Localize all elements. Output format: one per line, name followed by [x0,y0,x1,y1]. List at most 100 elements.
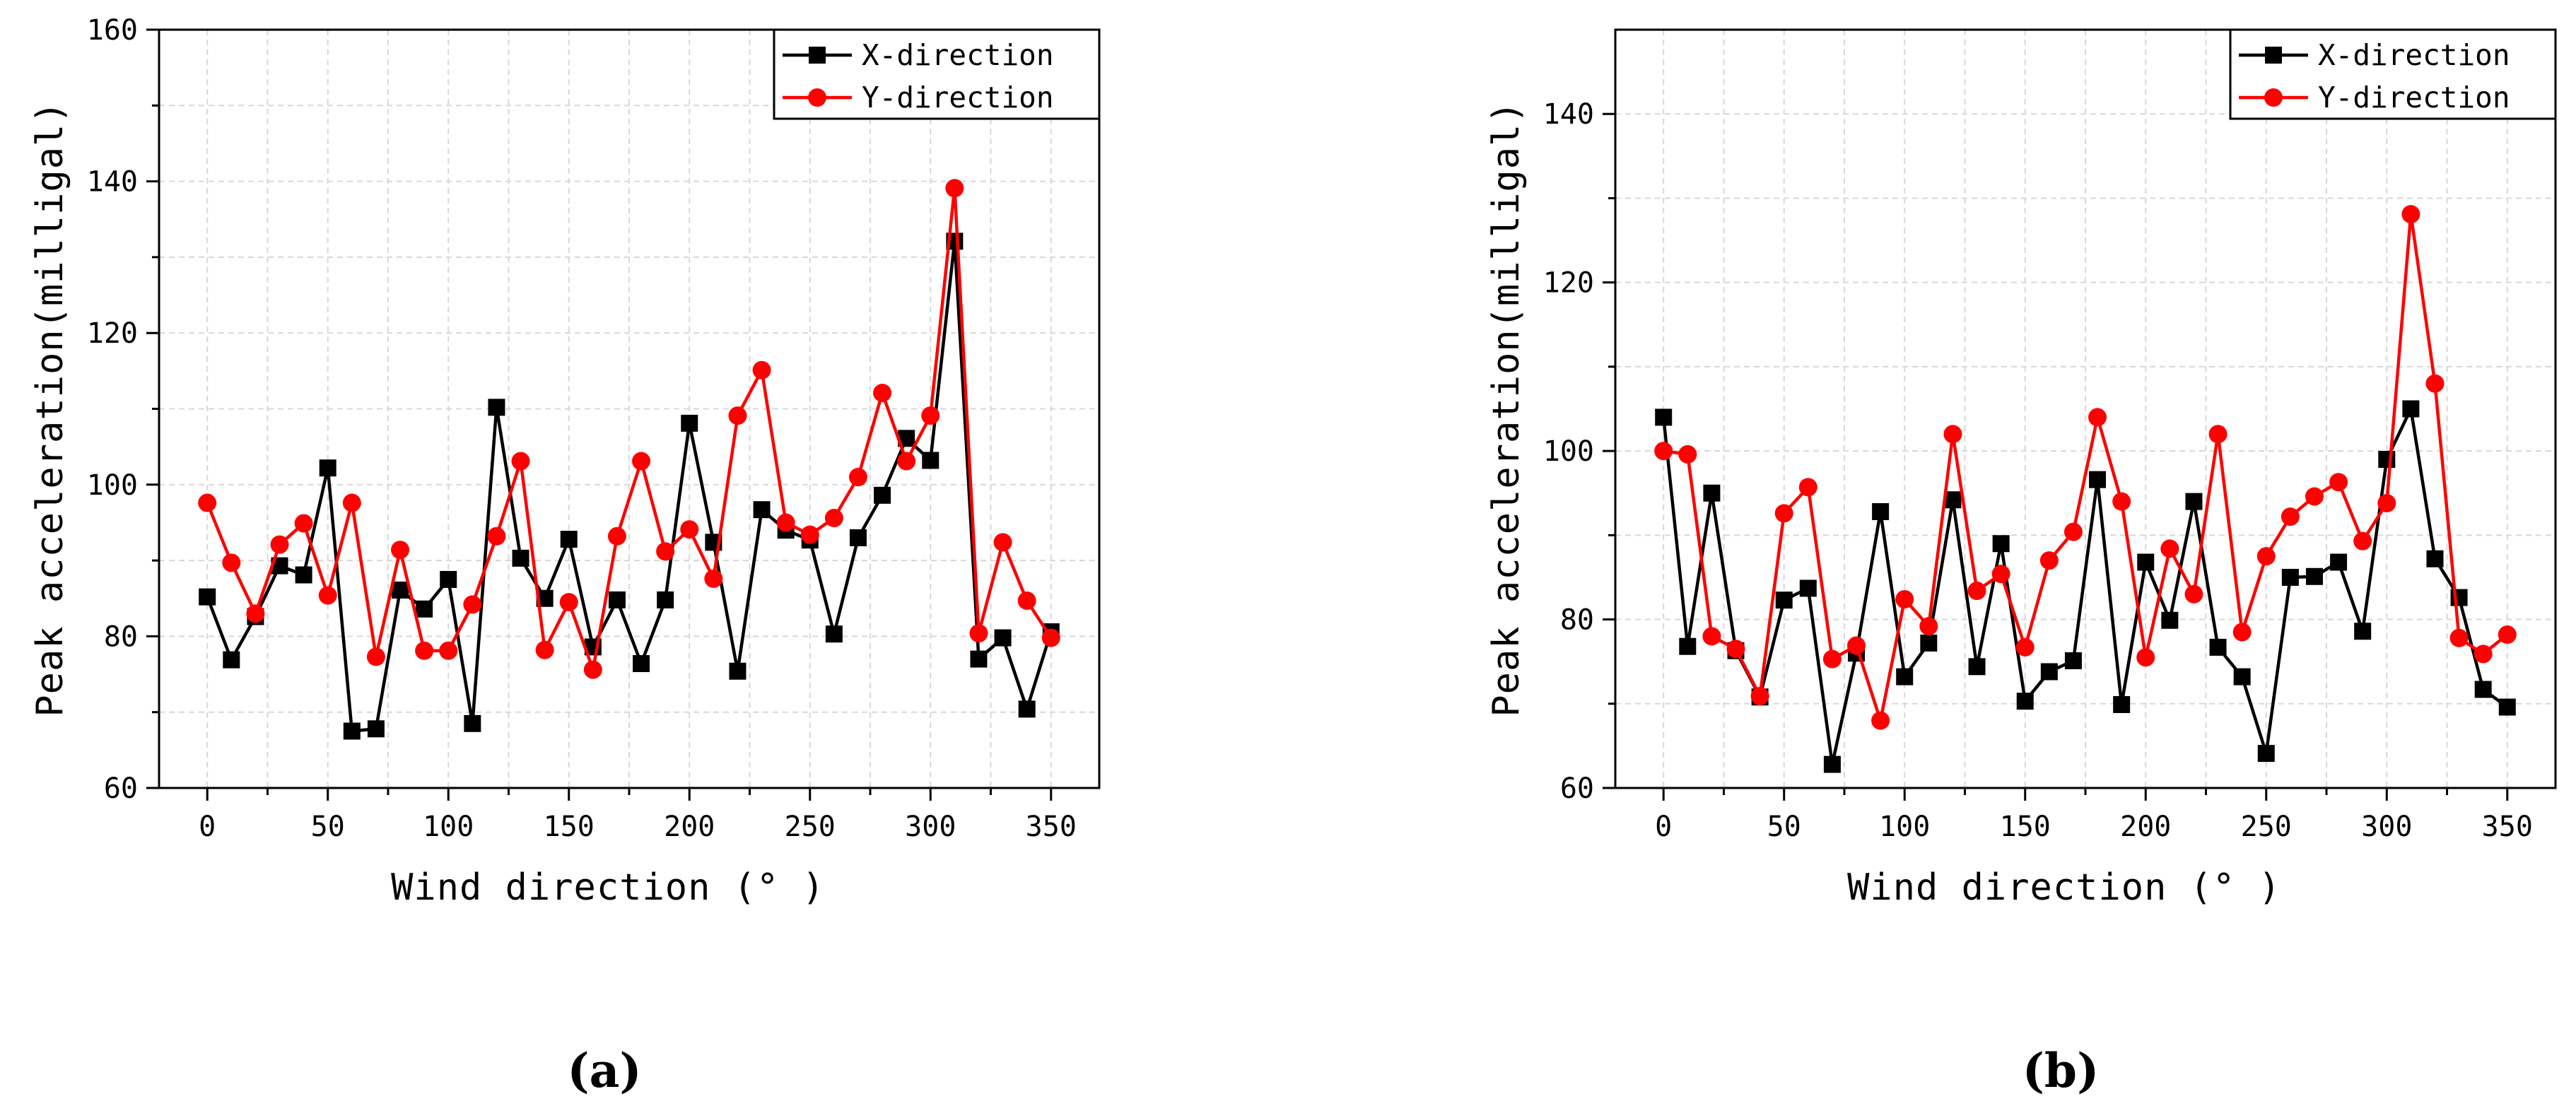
data-point [1872,502,1890,520]
data-point [2281,568,2299,586]
data-point [753,501,771,519]
data-point [607,526,626,546]
panel-label-letter: a [590,1043,620,1098]
data-point [2208,425,2227,444]
y-tick-label: 80 [104,620,138,653]
data-point [415,641,434,660]
data-point [969,624,988,643]
y-tick-label: 80 [1560,604,1594,637]
series-y-direction [1654,205,2517,730]
legend: X-direction Y-direction [2229,28,2557,120]
data-point [1679,637,1697,655]
x-axis-title: Wind direction (° ) [1847,866,2281,909]
data-point [2281,507,2300,526]
data-point [223,651,240,669]
data-point [2377,494,2396,513]
data-point [560,531,578,548]
data-point [1654,442,1673,461]
data-point [2305,487,2324,506]
y-axis-title: Peak acceleration(milligal) [1485,100,1528,717]
data-point [198,493,217,512]
data-point [2161,611,2179,629]
data-point [2232,623,2252,642]
data-point [825,625,843,643]
data-point [2449,628,2469,647]
data-point [487,526,506,546]
data-point [1967,582,1986,601]
data-point [464,714,481,732]
panel-label-open: ( [2022,1043,2044,1098]
data-point [1041,628,1060,647]
data-point [1919,617,1938,636]
data-point [994,629,1012,647]
legend: X-direction Y-direction [773,28,1101,120]
panel-label-open: ( [567,1043,589,1098]
data-point [1655,408,1673,426]
data-point [2039,551,2059,570]
series-y-direction [198,179,1060,679]
x-tick-label: 50 [311,811,345,843]
data-point [2089,471,2107,488]
data-point [848,468,867,487]
x-tick-label: 250 [785,811,836,843]
data-point [945,179,964,198]
data-point [1774,504,1793,523]
data-point [2113,695,2131,713]
data-point [2354,623,2372,640]
data-point [2305,567,2323,585]
data-point [2401,205,2420,224]
data-point [2378,451,2396,469]
data-point [2040,663,2058,681]
data-point [873,383,892,402]
data-point [2136,648,2155,667]
data-point [728,406,747,425]
chart-panel-b: 0 50 100 150 200 250 300 350 60 80 100 120 140 Wind d… [1485,28,2557,1098]
x-tick-label: 300 [2361,811,2412,843]
data-point [632,452,651,471]
y-tick-label: 120 [87,317,138,350]
data-point [2256,547,2276,566]
data-point [1992,535,2010,553]
x-tick-label: 0 [1655,811,1672,843]
y-tick-label: 140 [87,166,138,199]
y-tick-label: 60 [104,772,138,805]
panel-label: (b) [2022,1043,2100,1098]
data-point [2015,637,2035,657]
y-tick-label: 60 [1560,772,1594,805]
series-x-direction [1655,400,2516,773]
data-point [1968,658,1986,676]
data-point [1726,640,1745,659]
y-tick-label: 120 [1543,267,1594,300]
data-point [752,360,771,379]
data-point [2353,531,2372,551]
legend-label: Y-direction [2318,81,2510,114]
data-point [222,553,241,572]
legend-marker [808,88,826,107]
data-point [319,459,336,477]
data-point [681,414,698,432]
chart-panel-a: 0 50 100 150 200 250 300 350 60 80 100 120 140 160 Win… [29,14,1101,1098]
y-tick-label: 100 [87,469,138,502]
data-point [2330,553,2348,571]
x-tick-label: 250 [2241,811,2292,843]
data-point [294,514,313,533]
data-point [800,525,819,544]
data-point [729,662,747,680]
data-point [2426,550,2444,567]
legend-box [2229,28,2557,120]
data-point [656,542,675,561]
data-point [776,513,795,532]
legend-label: X-direction [2318,38,2510,72]
legend-marker [809,47,826,64]
data-point [391,541,410,560]
x-tick-label: 150 [544,811,595,843]
data-point [970,650,988,668]
y-tick-label: 140 [1543,98,1594,131]
data-point [993,533,1012,552]
panel-label-close: ) [2077,1043,2099,1098]
data-point [2160,539,2179,558]
data-point [2112,492,2131,511]
data-point [2329,473,2348,492]
data-point [512,549,529,567]
data-point [366,647,385,666]
